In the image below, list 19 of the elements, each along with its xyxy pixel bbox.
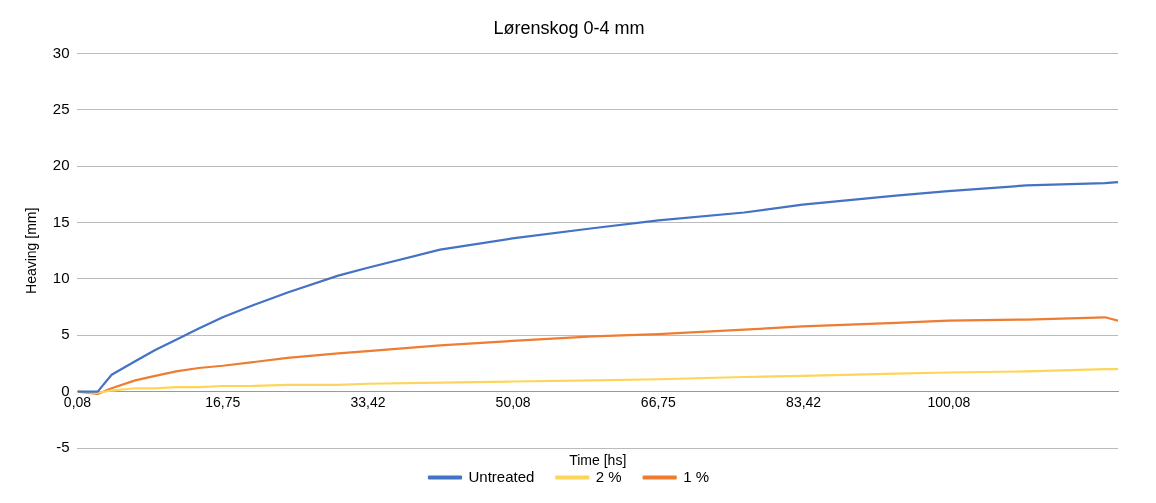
y-tick-label: -5 [56,438,70,456]
y-tick-label: 30 [52,43,70,61]
y-tick-label: 10 [52,269,70,287]
x-tick-label: 83,42 [786,393,822,410]
x-axis-title: Time [hs] [569,451,627,468]
legend-label: Untreated [468,467,535,485]
y-tick-label: 15 [52,212,70,230]
x-tick-label: 100,08 [927,393,971,410]
y-tick-label: 5 [61,325,70,343]
x-tick-label: 33,42 [350,393,386,410]
legend-label: 2 % [595,467,622,485]
x-tick-label: 16,75 [205,393,241,410]
y-axis-title: Heaving [mm] [23,207,40,294]
chart-title: Lørenskog 0-4 mm [493,17,645,38]
x-tick-label: 50,08 [495,393,531,410]
legend-label: 1 % [683,467,710,485]
y-tick-label: 25 [52,100,70,118]
y-tick-label: 20 [52,156,70,174]
x-tick-label: 66,75 [640,393,677,410]
